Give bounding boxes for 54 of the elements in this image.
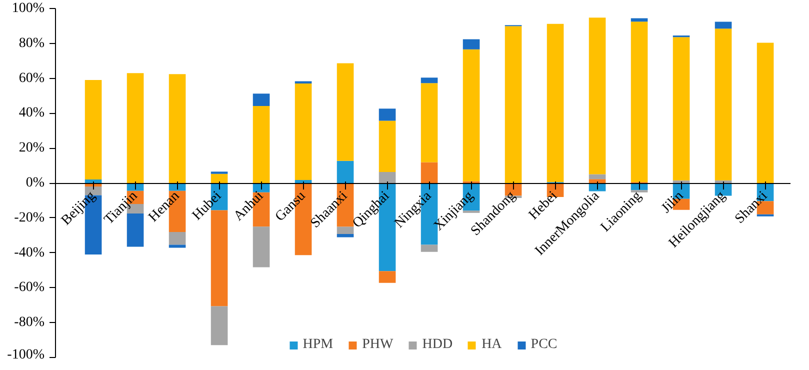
bar <box>546 24 564 182</box>
bar <box>378 120 396 172</box>
y-tick-label: -20% <box>14 210 45 226</box>
bar <box>462 49 480 182</box>
y-tick-label: -40% <box>14 245 45 260</box>
bar <box>294 84 312 180</box>
bar <box>294 180 312 183</box>
bar <box>420 244 438 252</box>
bar <box>210 306 228 346</box>
bar <box>714 28 732 180</box>
y-tick-label: 20% <box>18 140 45 156</box>
y-tick-label: -100% <box>7 348 45 362</box>
bar <box>630 22 648 182</box>
bar <box>504 26 522 183</box>
bar <box>420 83 438 162</box>
bar <box>378 172 396 183</box>
bar <box>420 162 438 183</box>
bar <box>126 73 144 183</box>
bar <box>168 232 186 245</box>
bar <box>462 39 480 50</box>
y-tick-label: 40% <box>18 106 45 121</box>
bar <box>672 37 690 180</box>
legend-label: HPM <box>302 337 334 353</box>
bar <box>168 74 186 183</box>
bar <box>420 78 438 84</box>
legend-label: HDD <box>422 337 453 353</box>
bar <box>336 234 354 238</box>
bar <box>756 42 774 183</box>
bar <box>378 271 396 283</box>
bar <box>84 80 102 180</box>
bar <box>252 226 270 268</box>
y-tick-label: 60% <box>18 70 45 86</box>
bar <box>336 63 354 161</box>
bar <box>210 174 228 183</box>
bar <box>84 180 102 183</box>
y-tick-label: 100% <box>12 1 45 16</box>
bar <box>336 226 354 234</box>
bar <box>588 179 606 183</box>
bar <box>252 106 270 183</box>
y-tick-label: -80% <box>14 315 45 330</box>
bar <box>252 94 270 106</box>
bar <box>588 174 606 180</box>
legend-label: HA <box>482 337 502 353</box>
bar <box>588 18 606 174</box>
bar <box>336 160 354 183</box>
bar <box>672 180 690 183</box>
legend-label: PHW <box>362 337 394 353</box>
bar <box>714 180 732 183</box>
legend-label: PCC <box>530 337 558 353</box>
y-tick-label: -60% <box>14 280 45 296</box>
y-tick-label: 80% <box>18 36 45 51</box>
y-tick-label: 0% <box>26 176 45 190</box>
bar <box>714 22 732 29</box>
bar <box>378 108 396 121</box>
